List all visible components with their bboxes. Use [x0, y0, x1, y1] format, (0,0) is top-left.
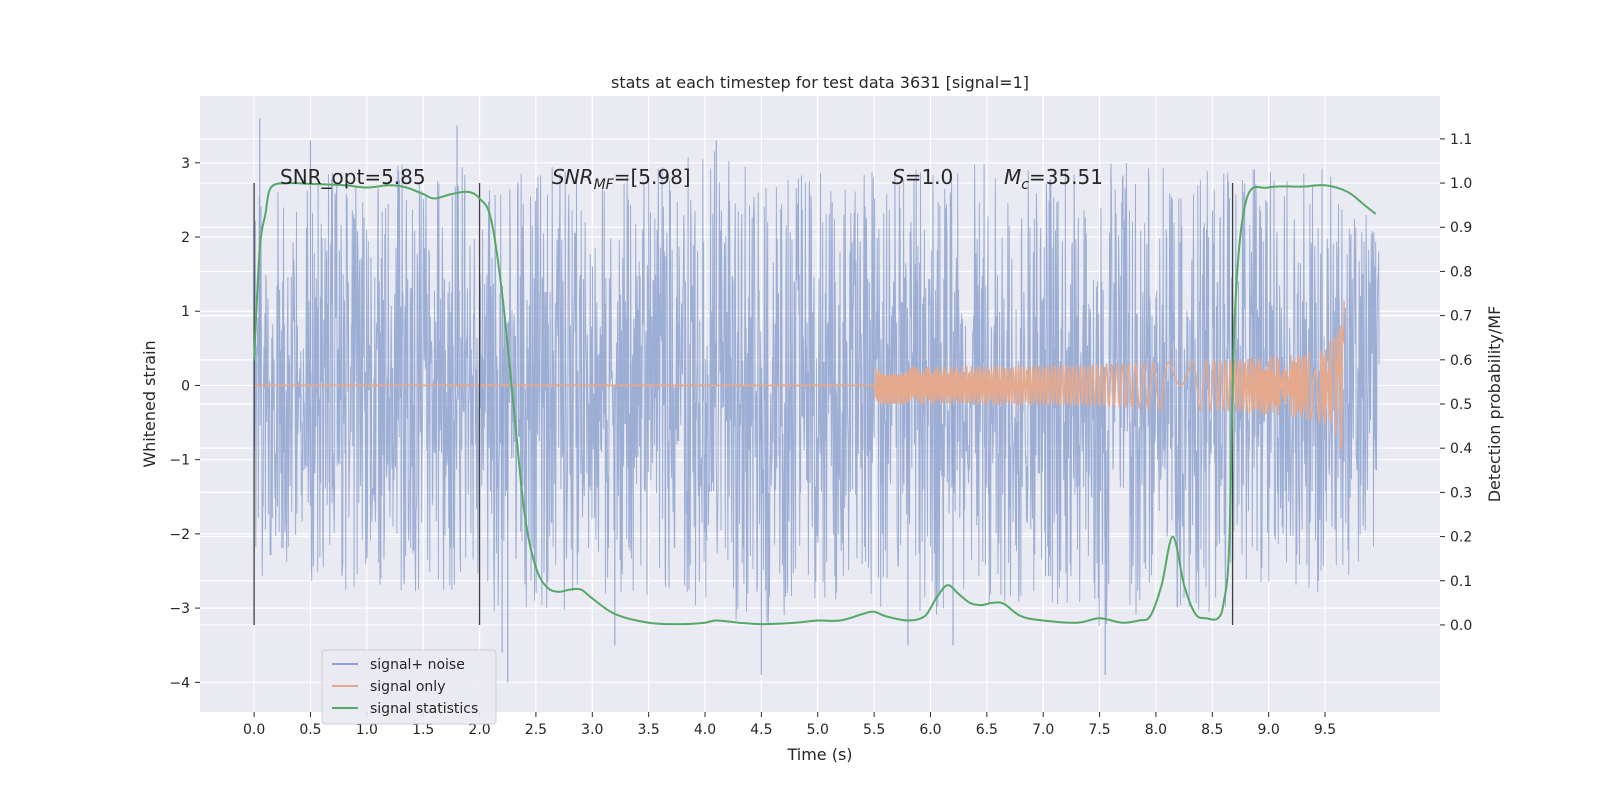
y2-tick-label: 0.8 [1450, 264, 1472, 280]
x-tick-label: 2.0 [468, 722, 490, 738]
y2-tick-label: 0.1 [1450, 574, 1472, 590]
x-tick-label: 0.5 [299, 722, 321, 738]
y2-tick-label: 0.3 [1450, 485, 1472, 501]
y2-tick-label: 0.0 [1450, 618, 1472, 634]
x-tick-label: 6.5 [976, 722, 998, 738]
x-tick-label: 8.0 [1145, 722, 1167, 738]
x-axis-ticks: 0.0 0.5 1.0 1.5 2.0 2.5 3.0 3.5 4.0 4.5 5.0 5.5 6.0 6… [243, 712, 1336, 738]
y-axis-ticks: −4 −3 −2 −1 0 1 2 3 [169, 156, 200, 691]
legend-label-signal-statistics: signal statistics [370, 701, 478, 717]
y2-tick-label: 0.9 [1450, 220, 1472, 236]
signal-only-line [253, 300, 1345, 450]
signal-noise-line [253, 151, 1380, 627]
legend-box [321, 649, 497, 725]
annotation-snr-mf: SNRMF=[5.98] [552, 165, 691, 193]
y-axis-label: Whitened strain [140, 340, 159, 467]
legend-label-signal-only: signal only [370, 679, 445, 695]
legend: signal+ noise signal only signal statist… [321, 649, 497, 725]
annotation-s: S=1.0 [892, 165, 953, 189]
y2-tick-label: 0.4 [1450, 441, 1472, 457]
y2-tick-label: 1.1 [1450, 132, 1472, 148]
annotation-snr-opt: SNR_opt=5.85 [280, 165, 426, 189]
y-tick-label: −4 [169, 675, 190, 691]
y2-axis-label: Detection probability/MF [1485, 306, 1504, 503]
x-tick-label: 3.5 [638, 722, 660, 738]
y-tick-label: 0 [181, 378, 190, 394]
y2-tick-label: 1.0 [1450, 176, 1472, 192]
x-tick-label: 5.5 [863, 722, 885, 738]
x-tick-label: 7.5 [1088, 722, 1110, 738]
series-signal-noise [253, 118, 1380, 683]
y-tick-label: −2 [169, 527, 190, 543]
x-axis-label: Time (s) [786, 745, 852, 764]
y-tick-label: 3 [181, 156, 190, 172]
x-tick-label: 8.5 [1201, 722, 1223, 738]
legend-label-signal-noise: signal+ noise [370, 657, 465, 673]
x-tick-label: 6.0 [919, 722, 941, 738]
y-tick-label: 1 [181, 304, 190, 320]
x-tick-label: 4.5 [750, 722, 772, 738]
y2-tick-label: 0.2 [1450, 530, 1472, 546]
x-tick-label: 2.5 [525, 722, 547, 738]
x-tick-label: 0.0 [243, 722, 265, 738]
y2-tick-label: 0.6 [1450, 353, 1472, 369]
series-signal-statistics [253, 181, 1377, 626]
y-tick-label: −3 [169, 601, 190, 617]
y2-tick-label: 0.7 [1450, 309, 1472, 325]
y-tick-label: 2 [181, 230, 190, 246]
x-tick-label: 3.0 [581, 722, 603, 738]
annotation-mc: Mc=35.51 [1004, 165, 1103, 193]
signal-statistics-line [253, 181, 1377, 626]
y2-axis-ticks: 0.0 0.1 0.2 0.3 0.4 0.5 0.6 0.7 0.8 0.9 1.0 1.1 [1440, 132, 1472, 634]
series-signal-only [253, 300, 1345, 450]
annotations: SNR_opt=5.85 SNRMF=[5.98] S=1.0 Mc=35.51 [280, 165, 1103, 193]
y2-tick-label: 0.5 [1450, 397, 1472, 413]
x-tick-label: 9.5 [1314, 722, 1336, 738]
chart-title: stats at each timestep for test data 363… [611, 73, 1029, 92]
y-tick-label: −1 [169, 453, 190, 469]
x-tick-label: 1.5 [412, 722, 434, 738]
x-tick-label: 7.0 [1032, 722, 1054, 738]
x-tick-label: 9.0 [1258, 722, 1280, 738]
x-tick-label: 5.0 [807, 722, 829, 738]
x-tick-label: 4.0 [694, 722, 716, 738]
x-tick-label: 1.0 [356, 722, 378, 738]
